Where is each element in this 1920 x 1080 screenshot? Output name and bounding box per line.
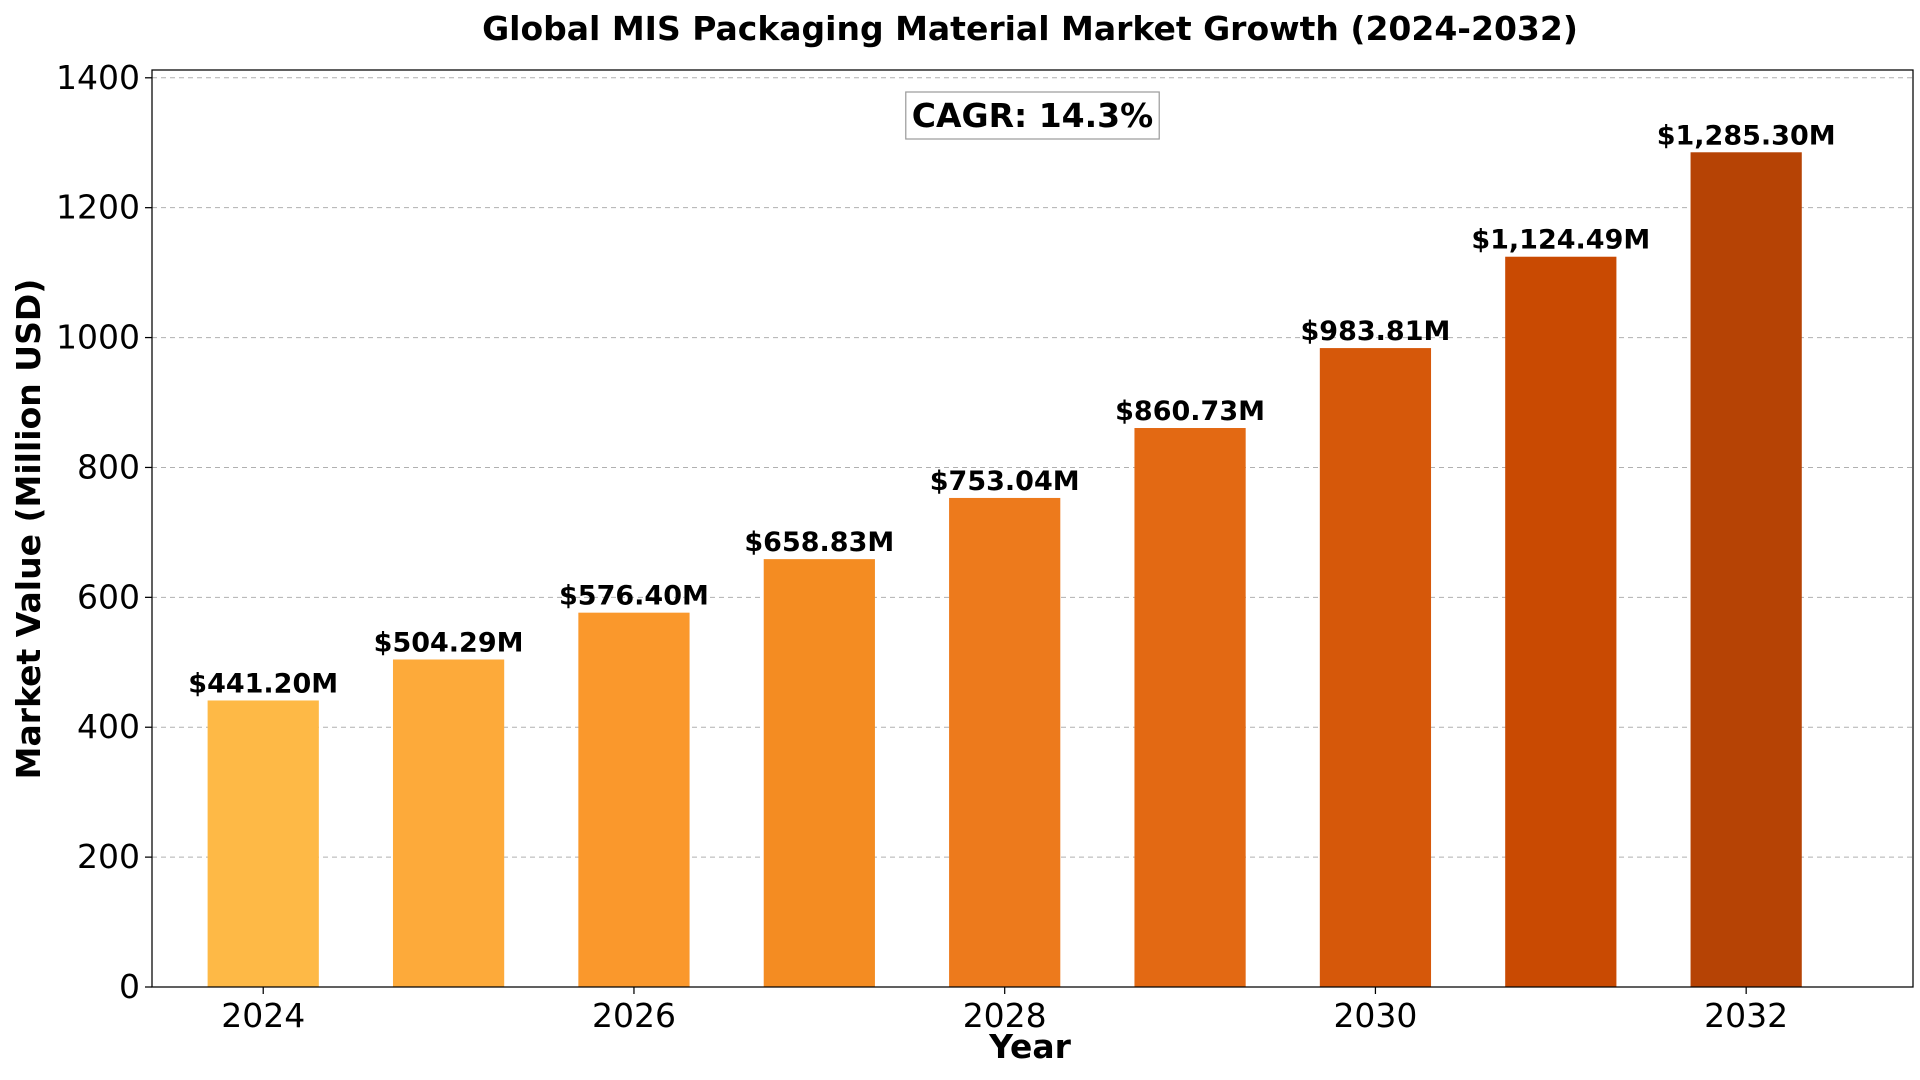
bar bbox=[1690, 152, 1802, 988]
bar bbox=[1505, 256, 1617, 987]
bar bbox=[1319, 348, 1432, 987]
y-tick-label: 800 bbox=[77, 447, 140, 486]
x-tick-label: 2028 bbox=[963, 996, 1047, 1035]
bar bbox=[1134, 428, 1246, 987]
data-labels-layer: $441.20M $504.29M $576.40M $658.83M $753.04M… bbox=[188, 120, 1835, 699]
cagr-annotation-text: CAGR: 14.3% bbox=[912, 96, 1153, 135]
plot-frame bbox=[151, 69, 1914, 988]
cagr-annotation-box bbox=[905, 91, 1160, 140]
y-tick-label: 400 bbox=[77, 707, 140, 746]
x-tick-label: 2032 bbox=[1704, 996, 1788, 1035]
bar-value-label: $1,285.30M bbox=[1657, 120, 1836, 151]
y-tick-label: 1400 bbox=[56, 58, 140, 97]
axes-layer bbox=[151, 69, 1914, 988]
bar bbox=[392, 659, 505, 987]
x-tick-label: 2024 bbox=[221, 996, 305, 1035]
bar-value-label: $983.81M bbox=[1301, 316, 1451, 347]
bar bbox=[949, 497, 1061, 987]
bar bbox=[578, 612, 690, 987]
bar-value-label: $441.20M bbox=[188, 668, 338, 699]
grid-layer bbox=[152, 77, 1913, 858]
y-tick-label: 1200 bbox=[56, 188, 140, 227]
y-tick-label: 1000 bbox=[56, 318, 140, 357]
bar-value-label: $1,124.49M bbox=[1471, 225, 1650, 256]
bar-value-label: $576.40M bbox=[559, 581, 709, 612]
bar bbox=[207, 700, 319, 987]
bar-value-label: $658.83M bbox=[744, 527, 894, 558]
y-tick-label: 200 bbox=[77, 837, 140, 876]
y-tick-label: 600 bbox=[77, 577, 140, 616]
bar-value-label: $860.73M bbox=[1115, 396, 1265, 427]
chart-title: Global MIS Packaging Material Market Gro… bbox=[482, 9, 1578, 48]
ticks-layer: 0 200 400 600 800 1000 1200 1400 2024 2026 2028 203… bbox=[56, 58, 1788, 1035]
y-tick-label: 0 bbox=[119, 967, 140, 1006]
bar-value-label: $753.04M bbox=[930, 466, 1080, 497]
cagr-annotation: CAGR: 14.3% bbox=[905, 91, 1160, 140]
y-axis-label: Market Value (Million USD) bbox=[9, 279, 48, 780]
x-tick-label: 2030 bbox=[1333, 996, 1417, 1035]
x-tick-label: 2026 bbox=[592, 996, 676, 1035]
bars-layer bbox=[207, 152, 1802, 988]
bar bbox=[763, 559, 875, 987]
bar-value-label: $504.29M bbox=[374, 627, 524, 658]
x-axis-label: Year bbox=[988, 1027, 1072, 1066]
